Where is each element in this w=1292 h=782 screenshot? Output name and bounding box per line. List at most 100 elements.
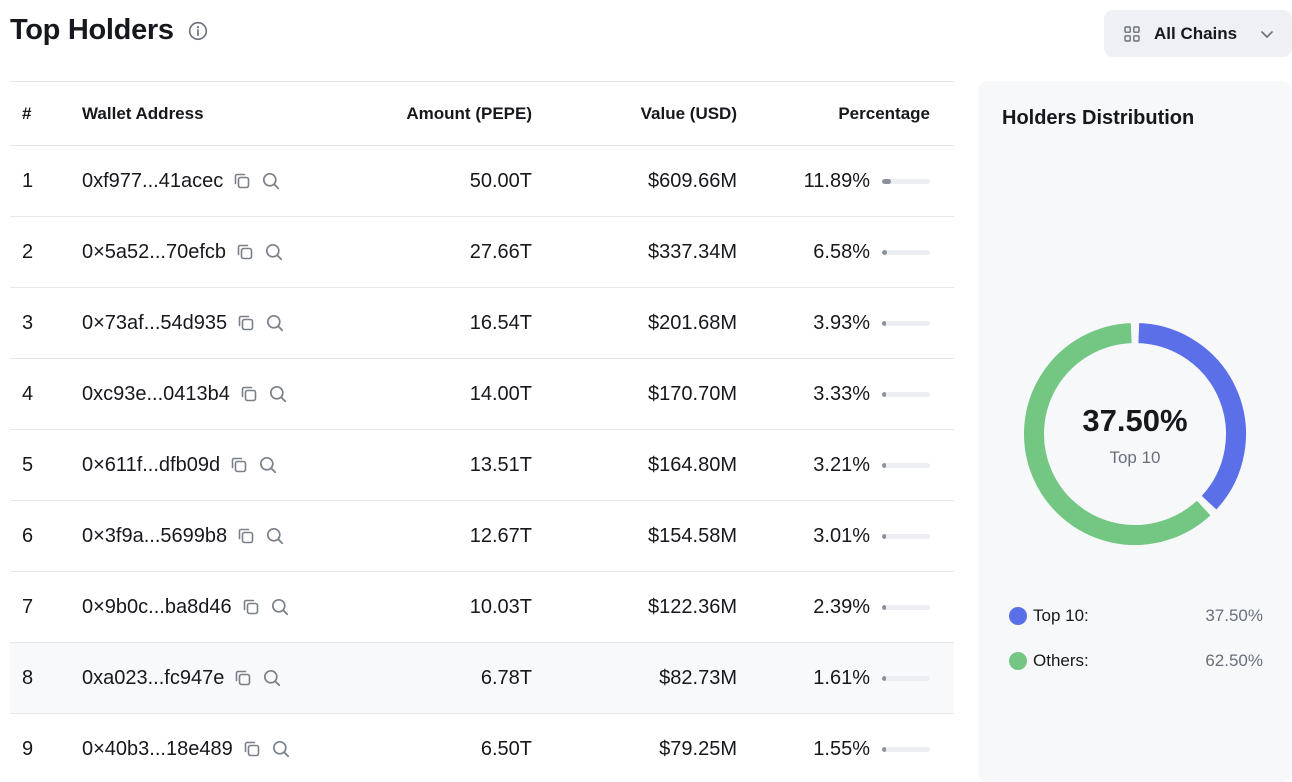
percentage-bar xyxy=(882,675,930,681)
wallet-address-link[interactable]: 0×40b3...18e489 xyxy=(82,737,233,760)
legend-color-dot xyxy=(1009,607,1027,625)
row-amount: 50.00T xyxy=(469,169,532,192)
page-title: Top Holders xyxy=(10,14,174,46)
search-icon[interactable] xyxy=(264,525,286,547)
row-percentage: 3.33% xyxy=(813,382,870,405)
percentage-bar xyxy=(882,462,930,468)
chevron-down-icon xyxy=(1260,27,1274,41)
percentage-bar-fill xyxy=(882,249,888,255)
search-icon[interactable] xyxy=(269,596,291,618)
holders-table: # Wallet Address Amount (PEPE) Value (US… xyxy=(10,81,954,782)
row-amount: 6.78T xyxy=(480,666,532,689)
donut-segment-top-10[interactable] xyxy=(1138,323,1246,510)
wallet-address-link[interactable]: 0×611f...dfb09d xyxy=(82,453,221,476)
wallet-address-link[interactable]: 0×9b0c...ba8d46 xyxy=(82,595,232,618)
row-value: $79.25M xyxy=(659,737,737,760)
legend-value: 62.50% xyxy=(1205,651,1263,670)
row-percentage: 3.01% xyxy=(813,524,870,547)
copy-icon[interactable] xyxy=(241,738,263,760)
table-row[interactable]: 4 0xc93e...0413b4 14.00T $170.70M 3.33% xyxy=(10,359,954,430)
row-amount: 27.66T xyxy=(469,240,532,263)
percentage-bar xyxy=(882,533,930,539)
column-header-amount: Amount (PEPE) xyxy=(406,103,532,123)
copy-icon[interactable] xyxy=(234,241,256,263)
row-percentage: 1.61% xyxy=(813,666,870,689)
wallet-address-link[interactable]: 0xc93e...0413b4 xyxy=(82,382,230,405)
holders-donut-chart xyxy=(1024,323,1246,545)
percentage-bar-fill xyxy=(882,320,886,326)
table-row[interactable]: 8 0xa023...fc947e 6.78T $82.73M 1.61% xyxy=(10,643,954,714)
donut-segment-others[interactable] xyxy=(1024,323,1211,545)
legend-item: Others: 62.50% xyxy=(1009,651,1263,671)
percentage-bar-fill xyxy=(882,675,886,681)
row-amount: 16.54T xyxy=(469,311,532,334)
column-header-value: Value (USD) xyxy=(640,103,737,123)
copy-icon[interactable] xyxy=(240,596,262,618)
row-value: $337.34M xyxy=(648,240,737,263)
row-rank: 4 xyxy=(22,382,34,405)
percentage-bar xyxy=(882,320,930,326)
percentage-bar xyxy=(882,746,930,752)
copy-icon[interactable] xyxy=(232,667,254,689)
copy-icon[interactable] xyxy=(231,170,253,192)
row-amount: 10.03T xyxy=(469,595,532,618)
percentage-bar xyxy=(882,604,930,610)
row-amount: 14.00T xyxy=(469,382,532,405)
percentage-bar-fill xyxy=(882,746,886,752)
chain-selector-button[interactable]: All Chains xyxy=(1104,10,1292,57)
row-percentage: 3.21% xyxy=(813,453,870,476)
percentage-bar xyxy=(882,178,930,184)
table-header: # Wallet Address Amount (PEPE) Value (US… xyxy=(10,82,954,146)
row-value: $609.66M xyxy=(648,169,737,192)
table-row[interactable]: 6 0×3f9a...5699b8 12.67T $154.58M 3.01% xyxy=(10,501,954,572)
row-rank: 6 xyxy=(22,524,34,547)
search-icon[interactable] xyxy=(261,667,283,689)
search-icon[interactable] xyxy=(264,312,286,334)
legend-label: Top 10: xyxy=(1033,606,1089,625)
row-percentage: 11.89% xyxy=(803,169,870,192)
table-row[interactable]: 9 0×40b3...18e489 6.50T $79.25M 1.55% xyxy=(10,714,954,782)
table-row[interactable]: 2 0×5a52...70efcb 27.66T $337.34M 6.58% xyxy=(10,217,954,288)
row-percentage: 1.55% xyxy=(813,737,870,760)
wallet-address-link[interactable]: 0×73af...54d935 xyxy=(82,311,228,334)
distribution-title: Holders Distribution xyxy=(1002,107,1195,129)
search-icon[interactable] xyxy=(267,383,289,405)
wallet-address-link[interactable]: 0×3f9a...5699b8 xyxy=(82,524,228,547)
column-header-percentage: Percentage xyxy=(838,103,930,123)
percentage-bar xyxy=(882,391,930,397)
row-rank: 1 xyxy=(22,169,34,192)
row-percentage: 3.93% xyxy=(813,311,870,334)
table-row[interactable]: 1 0xf977...41acec 50.00T $609.66M 11.89% xyxy=(10,146,954,217)
row-percentage: 6.58% xyxy=(813,240,870,263)
row-value: $122.36M xyxy=(648,595,737,618)
wallet-address-link[interactable]: 0xa023...fc947e xyxy=(82,666,225,689)
holders-distribution-card: Holders Distribution 37.50% Top 10 Top 1… xyxy=(978,81,1292,782)
table-row[interactable]: 3 0×73af...54d935 16.54T $201.68M 3.93% xyxy=(10,288,954,359)
percentage-bar-fill xyxy=(882,391,886,397)
wallet-address-link[interactable]: 0×5a52...70efcb xyxy=(82,240,227,263)
search-icon[interactable] xyxy=(257,454,279,476)
row-value: $154.58M xyxy=(648,524,737,547)
legend-item: Top 10: 37.50% xyxy=(1009,606,1263,626)
percentage-bar-fill xyxy=(882,533,886,539)
grid-icon xyxy=(1124,25,1140,42)
search-icon[interactable] xyxy=(263,241,285,263)
copy-icon[interactable] xyxy=(235,312,257,334)
copy-icon[interactable] xyxy=(238,383,260,405)
table-row[interactable]: 5 0×611f...dfb09d 13.51T $164.80M 3.21% xyxy=(10,430,954,501)
info-circle-icon[interactable] xyxy=(188,21,208,41)
page-header: Top Holders xyxy=(10,14,208,47)
wallet-address-link[interactable]: 0xf977...41acec xyxy=(82,169,224,192)
percentage-bar-fill xyxy=(882,604,886,610)
search-icon[interactable] xyxy=(270,738,292,760)
copy-icon[interactable] xyxy=(235,525,257,547)
percentage-bar-fill xyxy=(882,178,892,184)
copy-icon[interactable] xyxy=(228,454,250,476)
column-header-wallet: Wallet Address xyxy=(82,103,204,123)
column-header-rank: # xyxy=(22,103,32,123)
legend-value: 37.50% xyxy=(1205,606,1263,625)
row-percentage: 2.39% xyxy=(813,595,870,618)
search-icon[interactable] xyxy=(260,170,282,192)
row-value: $82.73M xyxy=(659,666,737,689)
table-row[interactable]: 7 0×9b0c...ba8d46 10.03T $122.36M 2.39% xyxy=(10,572,954,643)
